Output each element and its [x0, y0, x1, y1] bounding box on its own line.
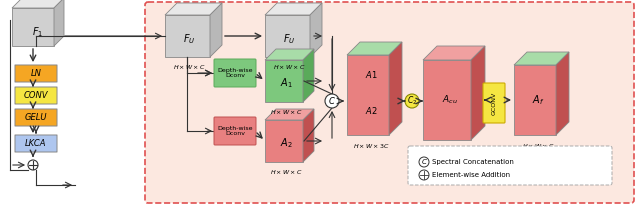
Text: $A_2$: $A_2$ — [280, 136, 292, 150]
Polygon shape — [471, 46, 485, 140]
Polygon shape — [310, 3, 322, 57]
Polygon shape — [12, 0, 64, 8]
FancyBboxPatch shape — [15, 65, 57, 82]
Polygon shape — [514, 52, 569, 65]
Text: $C_2$: $C_2$ — [407, 95, 417, 107]
Text: $H \times W \times 3C$: $H \times W \times 3C$ — [353, 142, 389, 150]
Text: $F_1$: $F_1$ — [33, 25, 44, 39]
Text: LKCA: LKCA — [25, 139, 47, 148]
Circle shape — [405, 94, 419, 108]
Text: GCONV: GCONV — [492, 91, 497, 115]
Polygon shape — [265, 49, 314, 60]
Text: LN: LN — [31, 69, 42, 78]
Circle shape — [325, 94, 339, 108]
Polygon shape — [347, 42, 402, 55]
Text: $H \times W \times C$: $H \times W \times C$ — [173, 63, 206, 71]
FancyBboxPatch shape — [15, 109, 57, 126]
FancyBboxPatch shape — [15, 87, 57, 104]
Text: $H \times W \times 3C$: $H \times W \times 3C$ — [432, 147, 468, 155]
Polygon shape — [210, 3, 222, 57]
Polygon shape — [347, 55, 389, 135]
FancyBboxPatch shape — [15, 135, 57, 152]
Text: $F_U$: $F_U$ — [284, 32, 296, 46]
Text: Depth-wise
Dconv: Depth-wise Dconv — [217, 126, 253, 136]
Text: Spectral Concatenation: Spectral Concatenation — [432, 159, 514, 165]
Polygon shape — [265, 109, 314, 120]
Polygon shape — [265, 15, 310, 57]
Polygon shape — [265, 60, 303, 102]
Polygon shape — [265, 3, 322, 15]
Polygon shape — [423, 60, 471, 140]
Text: C: C — [422, 159, 426, 165]
FancyBboxPatch shape — [145, 2, 634, 203]
Text: C: C — [329, 97, 335, 105]
Polygon shape — [265, 120, 303, 162]
Text: $F_U$: $F_U$ — [183, 32, 196, 46]
Polygon shape — [12, 8, 54, 46]
Text: $A_1$: $A_1$ — [280, 76, 292, 90]
Polygon shape — [389, 42, 402, 135]
Text: $A2$: $A2$ — [365, 105, 378, 116]
Polygon shape — [165, 15, 210, 57]
Polygon shape — [54, 0, 64, 46]
Text: $H \times W \times C$: $H \times W \times C$ — [269, 168, 302, 176]
Polygon shape — [514, 65, 556, 135]
Text: $H \times W \times C$: $H \times W \times C$ — [522, 142, 554, 150]
FancyBboxPatch shape — [408, 146, 612, 185]
Text: $A_f$: $A_f$ — [532, 93, 544, 107]
Text: $A_{cu}$: $A_{cu}$ — [442, 94, 458, 106]
Polygon shape — [165, 3, 222, 15]
Polygon shape — [303, 109, 314, 162]
FancyBboxPatch shape — [214, 59, 256, 87]
FancyBboxPatch shape — [483, 83, 505, 123]
Text: GELU: GELU — [25, 113, 47, 122]
Polygon shape — [423, 46, 485, 60]
Text: $H \times W \times C$: $H \times W \times C$ — [273, 63, 306, 71]
Text: CONV: CONV — [24, 91, 48, 100]
FancyBboxPatch shape — [214, 117, 256, 145]
Polygon shape — [556, 52, 569, 135]
Polygon shape — [303, 49, 314, 102]
Text: $A1$: $A1$ — [365, 69, 378, 80]
Text: Element-wise Addition: Element-wise Addition — [432, 172, 510, 178]
Text: $H \times W \times C$: $H \times W \times C$ — [269, 108, 302, 116]
Text: Depth-wise
Dconv: Depth-wise Dconv — [217, 68, 253, 78]
